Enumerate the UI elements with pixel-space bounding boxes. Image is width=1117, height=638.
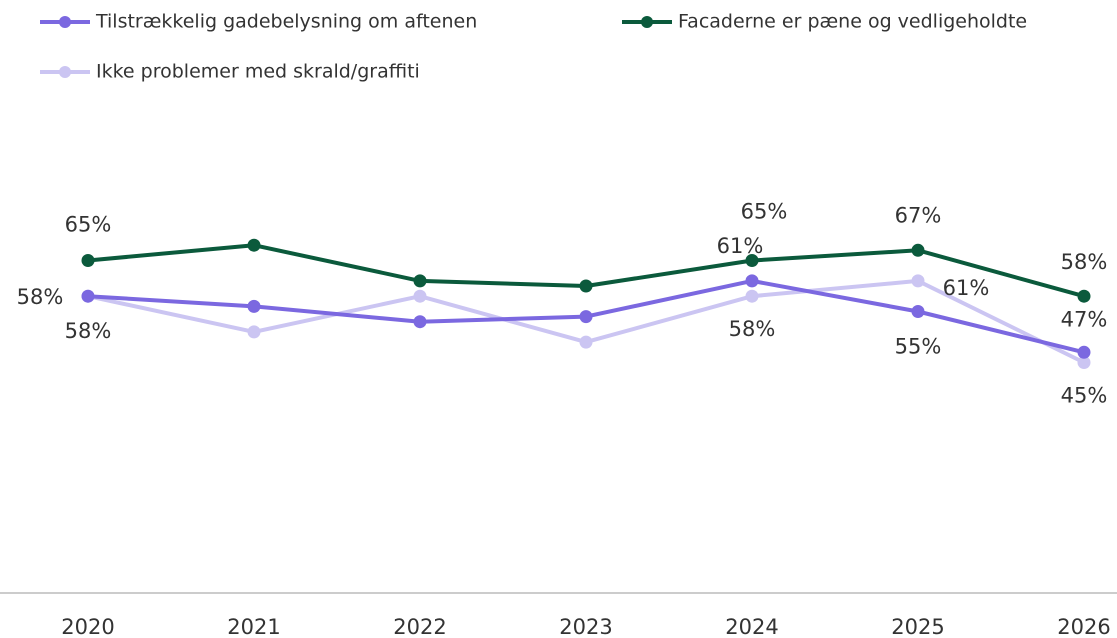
- x-tick-label: 2026: [1057, 615, 1110, 638]
- data-label: 55%: [895, 335, 942, 359]
- data-point: [579, 279, 593, 293]
- data-label: 45%: [1061, 384, 1108, 408]
- data-point: [81, 289, 95, 303]
- data-point: [1077, 289, 1091, 303]
- data-label: 58%: [729, 317, 776, 341]
- data-point: [1077, 356, 1091, 369]
- data-point: [745, 274, 759, 288]
- data-point: [1077, 345, 1091, 359]
- legend-label: Facaderne er pæne og vedligeholdte: [678, 11, 1027, 33]
- x-tick-label: 2023: [559, 615, 612, 638]
- x-tick-label: 2025: [891, 615, 944, 638]
- data-label: 67%: [895, 203, 942, 227]
- data-point: [81, 254, 95, 267]
- data-point: [579, 310, 593, 324]
- data-label: 61%: [717, 234, 764, 258]
- data-point: [745, 289, 759, 303]
- data-point: [413, 289, 427, 303]
- legend-marker: [59, 16, 71, 28]
- legend-label: Tilstrækkelig gadebelysning om aftenen: [95, 11, 477, 33]
- data-label: 58%: [65, 319, 112, 343]
- data-label: 65%: [65, 213, 112, 237]
- data-label: 65%: [741, 200, 788, 224]
- data-point: [579, 335, 593, 349]
- data-point: [745, 254, 759, 267]
- data-point: [911, 274, 925, 288]
- data-point: [247, 299, 261, 313]
- legend-marker: [59, 66, 71, 78]
- data-point: [247, 325, 261, 339]
- data-label: 58%: [17, 285, 64, 309]
- x-tick-label: 2022: [393, 615, 446, 638]
- legend-marker: [641, 16, 653, 28]
- data-point: [911, 243, 925, 257]
- x-tick-label: 2021: [227, 615, 280, 638]
- data-point: [911, 305, 925, 318]
- data-label: 58%: [1061, 250, 1108, 274]
- data-label: 47%: [1061, 307, 1108, 331]
- legend-label: Ikke problemer med skrald/graffiti: [96, 61, 420, 83]
- data-point: [413, 315, 427, 329]
- x-tick-label: 2024: [725, 615, 778, 638]
- data-point: [247, 238, 261, 252]
- x-tick-label: 2020: [61, 615, 114, 638]
- data-label: 61%: [943, 276, 990, 300]
- data-point: [413, 274, 427, 288]
